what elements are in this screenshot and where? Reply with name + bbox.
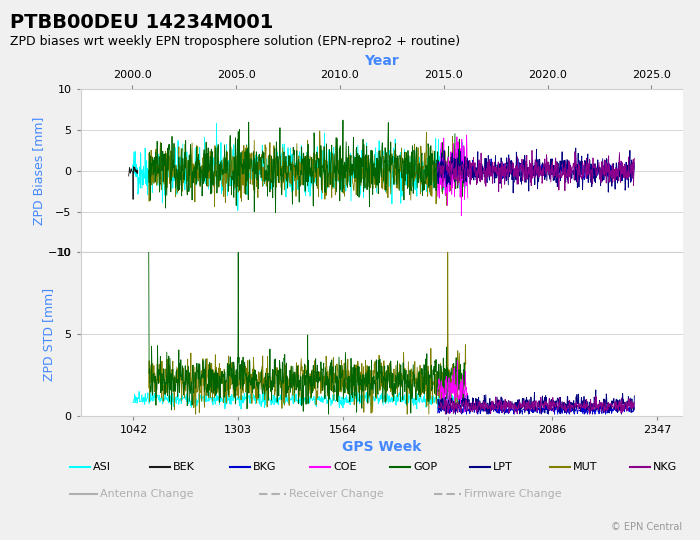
Text: BKG: BKG <box>253 462 276 472</box>
Text: MUT: MUT <box>573 462 598 472</box>
X-axis label: GPS Week: GPS Week <box>342 441 421 454</box>
Y-axis label: ZPD STD [mm]: ZPD STD [mm] <box>42 288 55 381</box>
Text: LPT: LPT <box>493 462 513 472</box>
Text: BEK: BEK <box>173 462 195 472</box>
Text: Receiver Change: Receiver Change <box>289 489 384 499</box>
Text: NKG: NKG <box>653 462 678 472</box>
Y-axis label: ZPD Biases [mm]: ZPD Biases [mm] <box>32 117 46 225</box>
Text: ZPD biases wrt weekly EPN troposphere solution (EPN-repro2 + routine): ZPD biases wrt weekly EPN troposphere so… <box>10 35 461 48</box>
Text: Antenna Change: Antenna Change <box>100 489 194 499</box>
X-axis label: Year: Year <box>364 53 399 68</box>
Text: GOP: GOP <box>413 462 438 472</box>
Text: PTBB00DEU 14234M001: PTBB00DEU 14234M001 <box>10 14 274 32</box>
Text: ASI: ASI <box>93 462 111 472</box>
Text: Firmware Change: Firmware Change <box>464 489 561 499</box>
Text: © EPN Central: © EPN Central <box>611 522 682 532</box>
Text: COE: COE <box>333 462 356 472</box>
